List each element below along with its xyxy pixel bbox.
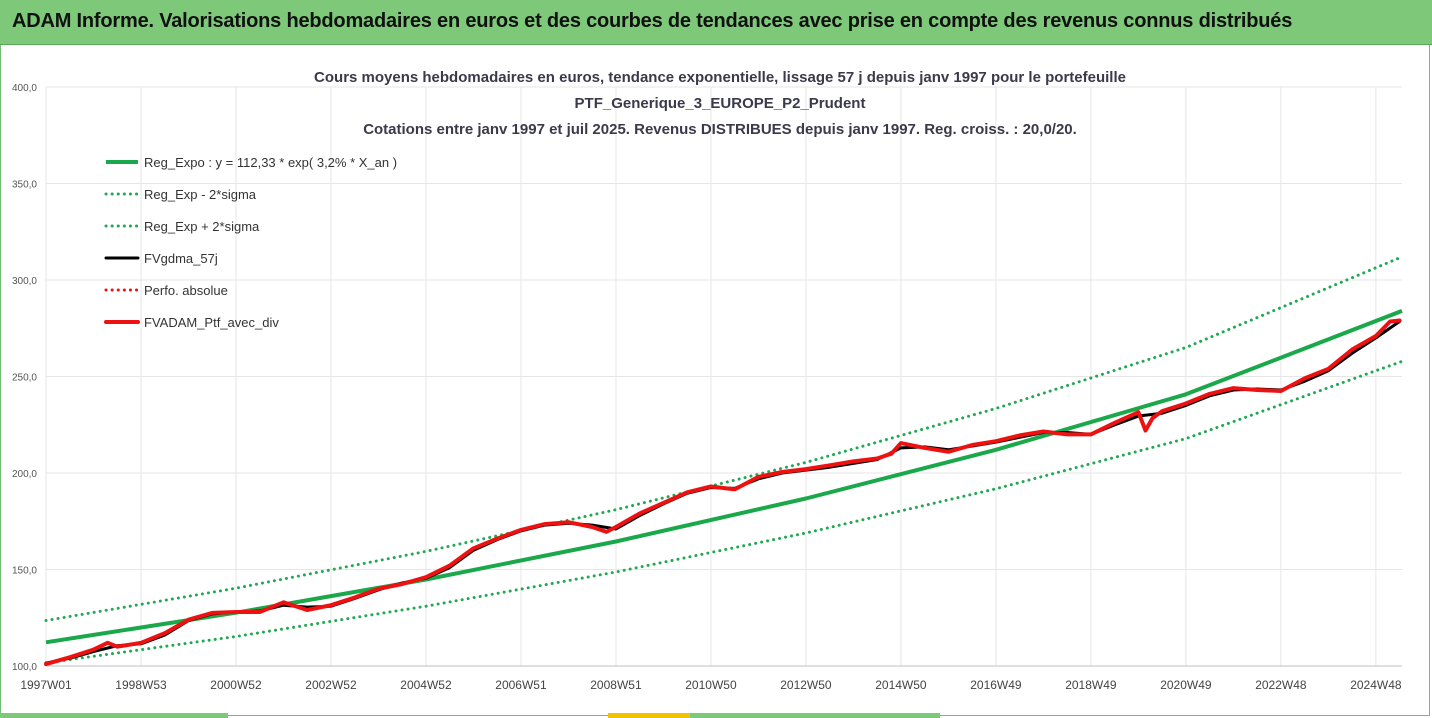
x-tick-label: 1997W01 [20, 678, 72, 692]
x-tick-label: 2004W52 [400, 678, 452, 692]
series-line-solid-green [45, 309, 1403, 645]
legend-label: Reg_Exp - 2*sigma [144, 187, 257, 202]
x-tick-label: 2018W49 [1065, 678, 1117, 692]
page-title: ADAM Informe. Valorisations hebdomadaire… [12, 10, 1293, 32]
chart-title: Cours moyens hebdomadaires en euros, ten… [314, 69, 1126, 138]
chart-legend: Reg_Expo : y = 112,33 * exp( 3,2% * X_an… [104, 155, 397, 330]
bottom-accent-yellow [608, 713, 690, 718]
chart-title-line: PTF_Generique_3_EUROPE_P2_Prudent [575, 95, 866, 112]
header-bar: ADAM Informe. Valorisations hebdomadaire… [0, 0, 1432, 45]
legend-label: FVADAM_Ptf_avec_div [144, 315, 279, 330]
y-tick-label: 200,0 [12, 469, 37, 480]
x-axis-ticks: 1997W01 1998W53 2000W52 2002W52 2004W52 2006W… [20, 678, 1402, 692]
x-tick-label: 2012W50 [780, 678, 832, 692]
bottom-accent-left [0, 713, 228, 718]
series-line-dotted-green [44, 255, 1404, 622]
y-tick-label: 400,0 [12, 83, 37, 94]
x-tick-label: 1998W53 [115, 678, 167, 692]
y-tick-label: 250,0 [12, 373, 37, 384]
y-tick-label: 300,0 [12, 276, 37, 287]
x-tick-label: 2016W49 [970, 678, 1022, 692]
legend-label: FVgdma_57j [144, 251, 218, 266]
x-tick-label: 2020W49 [1160, 678, 1212, 692]
gridlines [45, 86, 1402, 667]
legend-label: Reg_Expo : y = 112,33 * exp( 3,2% * X_an… [144, 155, 397, 170]
x-tick-label: 2022W48 [1255, 678, 1307, 692]
chart: 400,0 350,0 300,0 250,0 200,0 150,0 100,0 1997… [12, 69, 1404, 692]
x-tick-label: 2014W50 [875, 678, 927, 692]
x-tick-label: 2010W50 [685, 678, 737, 692]
series-lines [44, 255, 1404, 667]
y-tick-label: 100,0 [12, 662, 37, 673]
y-tick-label: 350,0 [12, 180, 37, 191]
x-tick-label: 2002W52 [305, 678, 357, 692]
series-line-solid-red [44, 318, 1402, 667]
x-tick-label: 2008W51 [590, 678, 642, 692]
y-tick-label: 150,0 [12, 566, 37, 577]
chart-title-line: Cotations entre janv 1997 et juil 2025. … [363, 121, 1077, 138]
y-axis-ticks: 400,0 350,0 300,0 250,0 200,0 150,0 100,0 [12, 83, 37, 673]
series-line-dotted-green [44, 359, 1404, 665]
x-tick-label: 2024W48 [1350, 678, 1402, 692]
bottom-accent-mid [690, 713, 940, 718]
legend-label: Reg_Exp + 2*sigma [144, 219, 260, 234]
x-tick-label: 2000W52 [210, 678, 262, 692]
legend-label: Perfo. absolue [144, 283, 228, 298]
x-tick-label: 2006W51 [495, 678, 547, 692]
chart-title-line: Cours moyens hebdomadaires en euros, ten… [314, 69, 1126, 86]
